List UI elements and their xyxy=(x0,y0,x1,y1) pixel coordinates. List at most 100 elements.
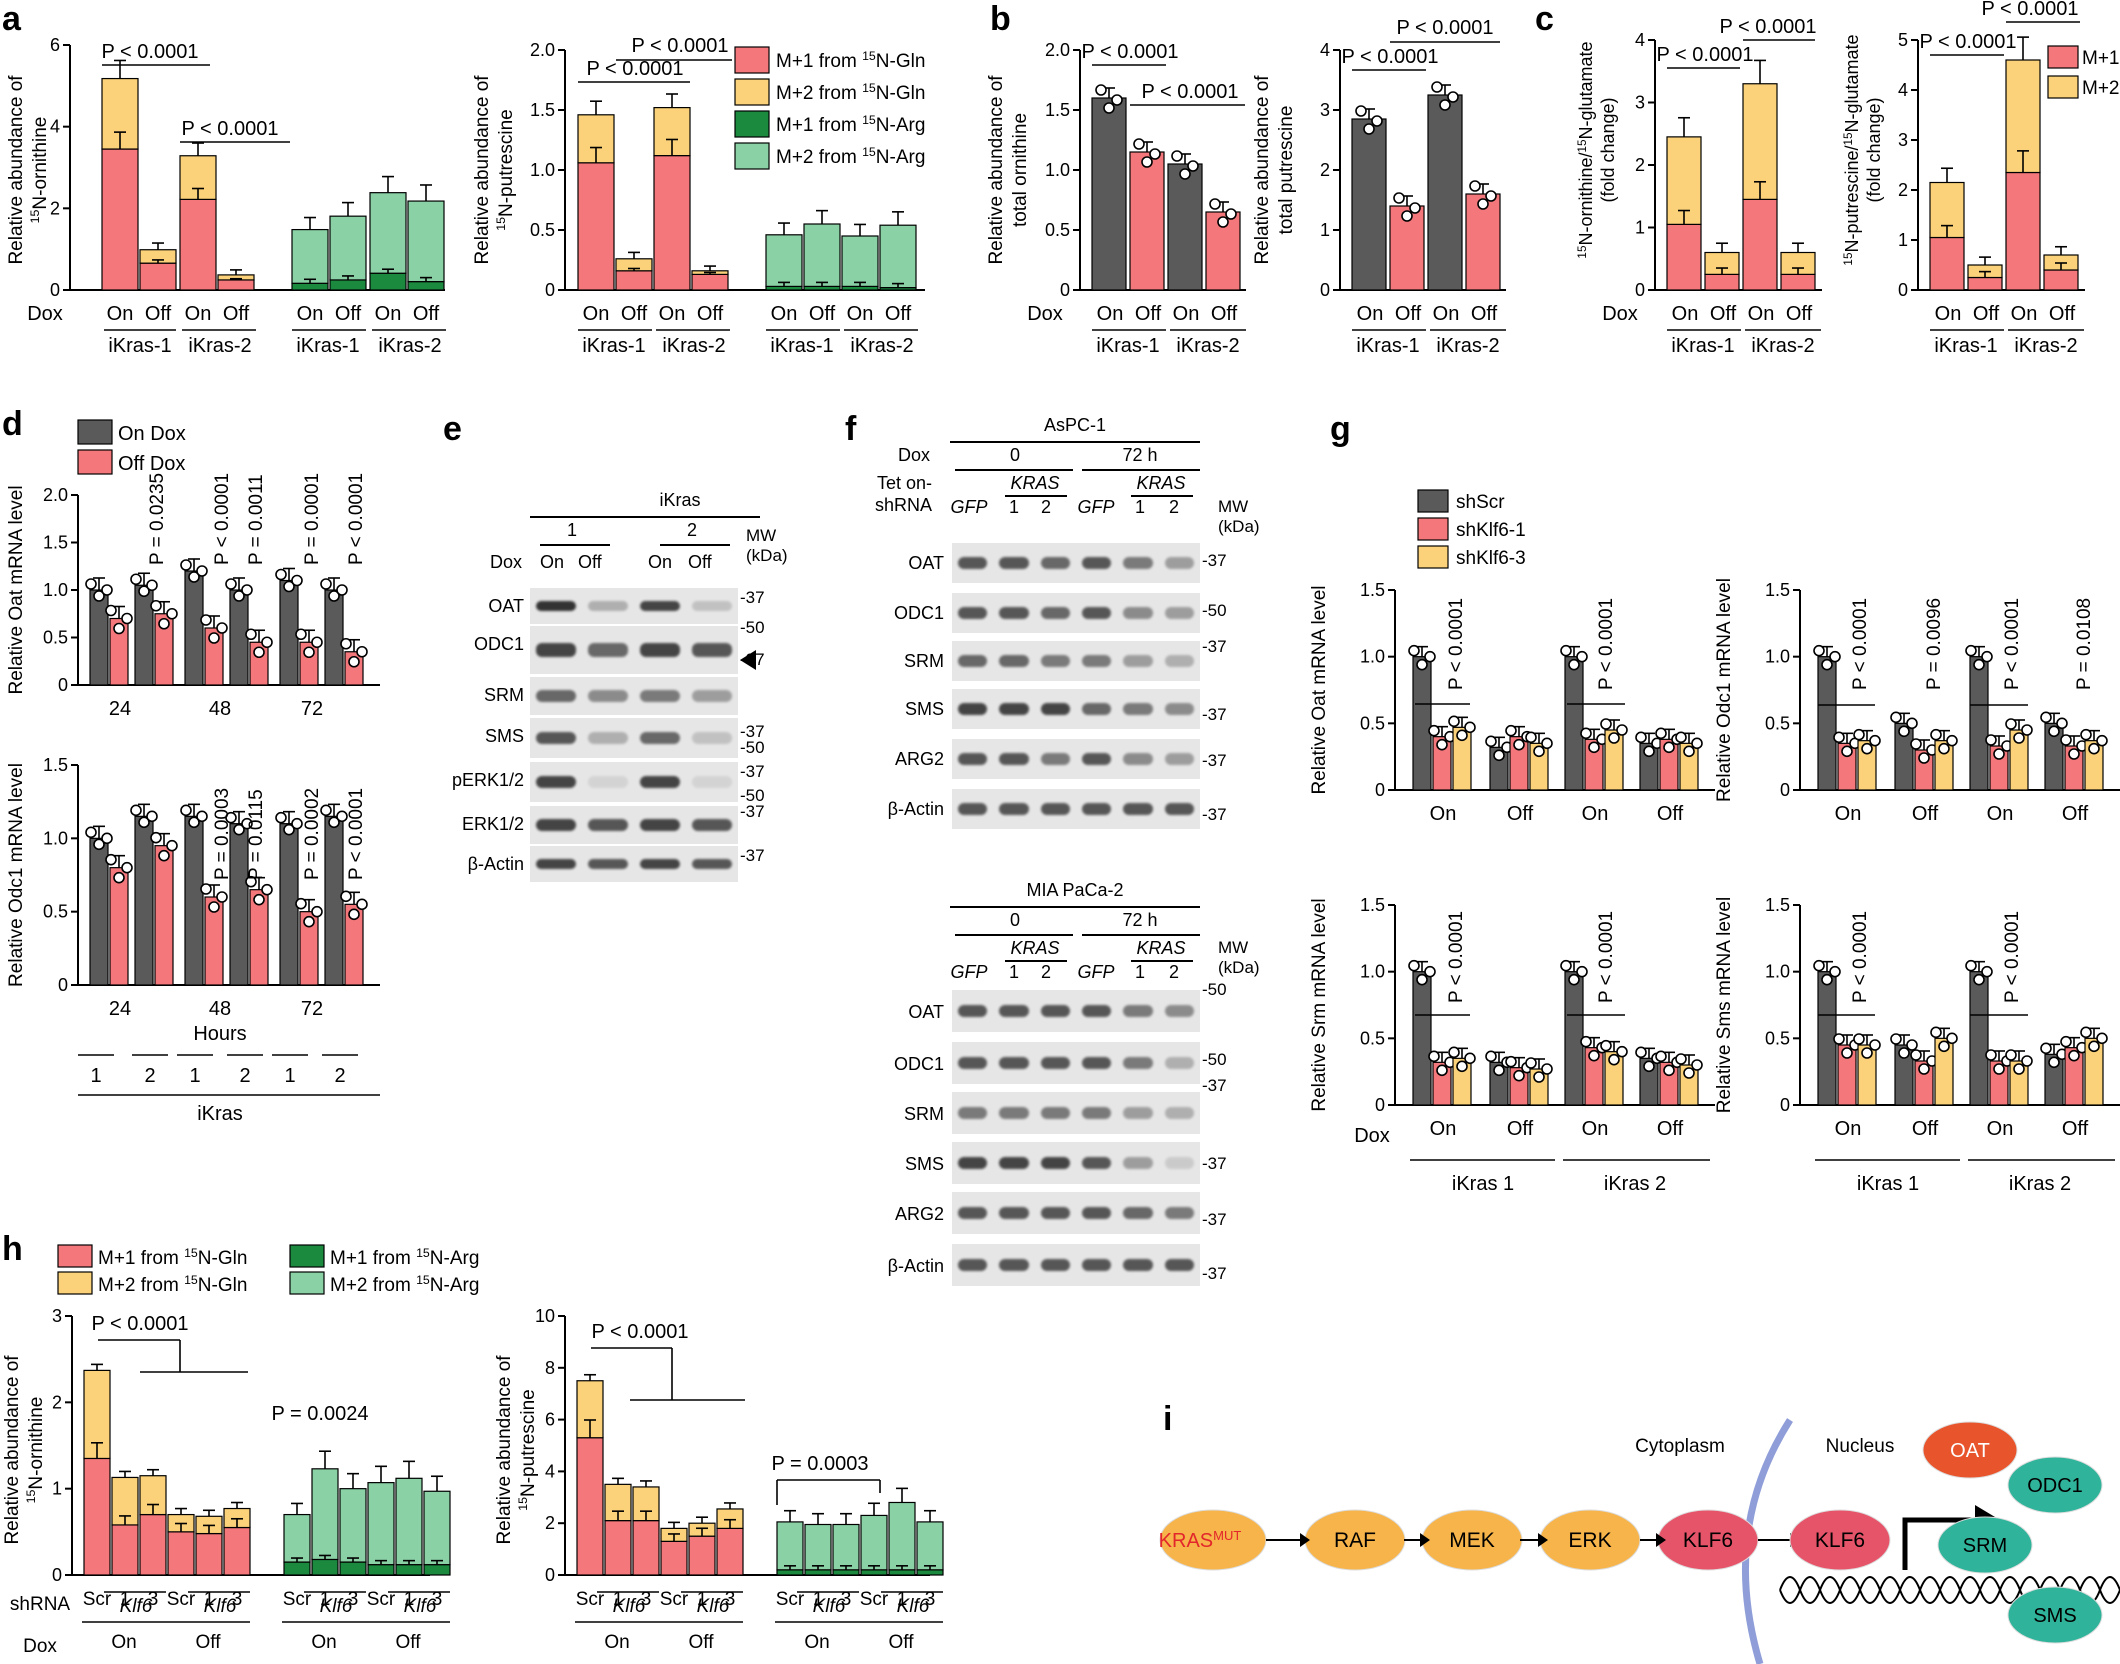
c-left-ytick-label: 4 xyxy=(1635,30,1645,50)
h-left-xlabel: 3 xyxy=(348,1589,359,1610)
g-oat-dot xyxy=(1691,737,1703,750)
blot-f-bot-mw: -50 xyxy=(1202,980,1227,999)
g-sms-dot xyxy=(2005,1049,2017,1061)
g-sms-dot xyxy=(2040,1042,2052,1055)
h-right-g2 xyxy=(832,1523,860,1571)
h-left-klf6: Klf6 xyxy=(204,1596,237,1617)
d-odc1-dot xyxy=(188,816,200,829)
blot-e-off-1: Off xyxy=(578,552,602,572)
g-legend-swatch xyxy=(1417,489,1449,513)
blot-f-bot-lane: 1 xyxy=(1134,962,1145,982)
b-right-dot xyxy=(1469,180,1481,192)
blot-f-top-title: AsPC-1 xyxy=(1043,415,1106,435)
i-cytoplasm: Cytoplasm xyxy=(1635,1436,1725,1457)
c-legend-m1 xyxy=(2047,45,2079,69)
c-right-ytick-label: 4 xyxy=(1898,80,1908,100)
d-rep-label: 2 xyxy=(239,1065,250,1087)
b-r-group-label: iKras-2 xyxy=(1436,335,1499,357)
h-left-g1 xyxy=(423,1564,451,1576)
d-rep-label: 1 xyxy=(284,1065,295,1087)
blot-f-bot-row-band xyxy=(1040,1004,1070,1018)
d-oat-dot xyxy=(303,646,315,659)
blot-f-b-kras-2: KRAS xyxy=(1136,938,1186,958)
g-oat-dot xyxy=(1408,644,1420,657)
c-right-ylabel2: (fold change) xyxy=(1864,97,1884,202)
blot-f-top-row-label: ODC1 xyxy=(893,603,944,623)
h-left-xlabel: 3 xyxy=(148,1589,159,1610)
blot-e-lane-2: 2 xyxy=(686,520,697,540)
h-right-xlabel: 1 xyxy=(697,1589,708,1610)
blot-f-bot-row xyxy=(952,1092,1200,1134)
g-oat-dot xyxy=(1576,650,1588,663)
h-right-xlabel: Scr xyxy=(576,1589,605,1610)
d-rep-label: 1 xyxy=(90,1065,101,1087)
b-right-ytick-label: 4 xyxy=(1320,40,1330,60)
d-odc1-dot xyxy=(283,823,295,836)
c-right-m1 xyxy=(1929,236,1965,291)
g-legend-swatch xyxy=(1417,545,1449,569)
c-left-ytick-label: 0 xyxy=(1635,280,1645,300)
c-right-p1: P < 0.0001 xyxy=(1920,31,2017,53)
blot-f-bot-row-band xyxy=(958,1206,988,1220)
blot-f-bot-row-band xyxy=(1123,1258,1153,1272)
blot-e-row xyxy=(530,846,738,882)
i-arrowhead xyxy=(1420,1533,1430,1547)
h-right-ylabel: Relative abundance of xyxy=(494,1355,515,1545)
a-left-ylabel: Relative abundance of xyxy=(6,75,27,265)
a-left-bar-m1 xyxy=(139,262,177,291)
g-odc1-dot xyxy=(2060,734,2072,746)
h-left-xlabel: 1 xyxy=(120,1589,131,1610)
g-odc1-dot xyxy=(1841,745,1853,758)
a-r-group-label: iKras-2 xyxy=(662,335,725,357)
g-sms-dot xyxy=(1973,973,1985,986)
i-target-0 xyxy=(1922,1421,2018,1479)
g-odc1-dot xyxy=(1890,711,1902,724)
blot-f-top-row xyxy=(952,689,1200,729)
a-left-xlabel: Off xyxy=(413,303,440,325)
d-odc1-dot xyxy=(328,816,340,829)
d-odc1-xlabel: 24 xyxy=(109,998,131,1020)
b-left-ylabel2: total ornithine xyxy=(1010,113,1031,227)
g-srm-dot xyxy=(1635,1046,1647,1059)
blot-f-tet: Tet on- xyxy=(876,473,932,493)
d-oat-dot xyxy=(166,607,178,620)
d-odc1-dot xyxy=(340,890,352,903)
a-left-ytick-label: 4 xyxy=(50,117,60,137)
a-r-group-label: iKras-1 xyxy=(582,335,645,357)
g-odc1-dot xyxy=(1981,650,1993,663)
g-dox: Dox xyxy=(1354,1125,1390,1147)
b-left-bar xyxy=(1167,163,1203,291)
b-right-dot xyxy=(1363,123,1375,135)
h-right-xlabel: 3 xyxy=(641,1589,652,1610)
g-srm-dot xyxy=(1580,1035,1592,1048)
a-legend-label: M+1 from 15N-Arg xyxy=(776,113,925,136)
blot-e-mw: MW xyxy=(746,526,777,545)
panel-f-bottom: MIA PaCa-2 0 72 h KRAS KRAS MW (kDa) GFP… xyxy=(860,880,1260,1300)
h-right-ytick-label: 0 xyxy=(545,1565,555,1585)
b-left-dot xyxy=(1209,198,1221,210)
d-odc1-dot xyxy=(105,853,117,866)
d-odc1-dot xyxy=(311,905,323,918)
blot-f-top-row-band xyxy=(958,557,988,569)
b-left-ytick-label: 0.5 xyxy=(1045,220,1070,240)
g-srm-xlabel: On xyxy=(1430,1118,1457,1140)
g-srm-ytick-label: 0.5 xyxy=(1360,1028,1385,1048)
g-sms-dot xyxy=(1861,1047,1873,1059)
h-right-klf6: Klf6 xyxy=(897,1596,930,1617)
blot-f-bot-row-label: SRM xyxy=(904,1104,944,1124)
g-sms-dot xyxy=(2096,1032,2108,1045)
d-oat-p: P < 0.0001 xyxy=(346,473,367,565)
d-odc1-dot xyxy=(121,861,133,874)
blot-f-dox: Dox xyxy=(897,445,930,465)
d-oat-p: P < 0.0001 xyxy=(212,473,233,565)
a-left-bar-g2 xyxy=(291,228,329,284)
blot-f-top-row xyxy=(952,543,1200,583)
d-oat-dot xyxy=(291,574,303,587)
h-right-onoff: Off xyxy=(889,1632,915,1653)
a-left-bar-g2 xyxy=(329,215,367,281)
blot-f-bot-row-band xyxy=(1164,1004,1194,1018)
d-oat-dot xyxy=(113,622,125,635)
c-right-ytick-label: 0 xyxy=(1898,280,1908,300)
c-left-m1 xyxy=(1742,198,1778,291)
panel-label-h: h xyxy=(2,1230,23,1268)
